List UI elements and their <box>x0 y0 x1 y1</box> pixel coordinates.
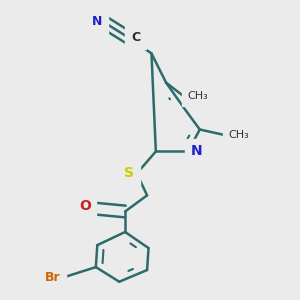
Text: N: N <box>190 145 202 158</box>
Text: S: S <box>124 167 134 180</box>
Text: CH₃: CH₃ <box>229 130 249 140</box>
Text: C: C <box>131 31 140 44</box>
Text: Br: Br <box>45 271 61 284</box>
Text: CH₃: CH₃ <box>188 91 208 101</box>
Text: O: O <box>79 199 91 213</box>
Text: N: N <box>92 15 102 28</box>
